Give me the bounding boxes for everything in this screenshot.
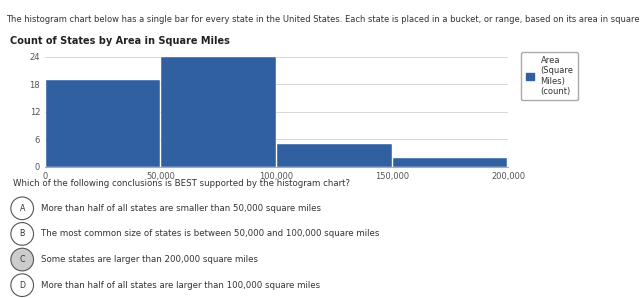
Text: A: A bbox=[19, 204, 25, 213]
Text: The histogram chart below has a single bar for every state in the United States.: The histogram chart below has a single b… bbox=[6, 15, 643, 24]
Text: The most common size of states is between 50,000 and 100,000 square miles: The most common size of states is betwee… bbox=[41, 229, 379, 238]
Bar bbox=[46, 80, 160, 167]
Bar bbox=[277, 144, 392, 167]
Text: More than half of all states are larger than 100,000 square miles: More than half of all states are larger … bbox=[41, 281, 320, 290]
Text: More than half of all states are smaller than 50,000 square miles: More than half of all states are smaller… bbox=[41, 204, 321, 213]
Text: Which of the following conclusions is BEST supported by the histogram chart?: Which of the following conclusions is BE… bbox=[13, 179, 350, 188]
Bar bbox=[161, 57, 276, 167]
Text: Count of States by Area in Square Miles: Count of States by Area in Square Miles bbox=[10, 35, 230, 46]
Text: B: B bbox=[19, 229, 25, 238]
Legend: Area
(Square
Miles)
(count): Area (Square Miles) (count) bbox=[521, 52, 577, 100]
Text: C: C bbox=[19, 255, 25, 264]
Text: Some states are larger than 200,000 square miles: Some states are larger than 200,000 squa… bbox=[41, 255, 258, 264]
Bar bbox=[393, 158, 507, 167]
Ellipse shape bbox=[11, 248, 33, 271]
Text: D: D bbox=[19, 281, 25, 290]
